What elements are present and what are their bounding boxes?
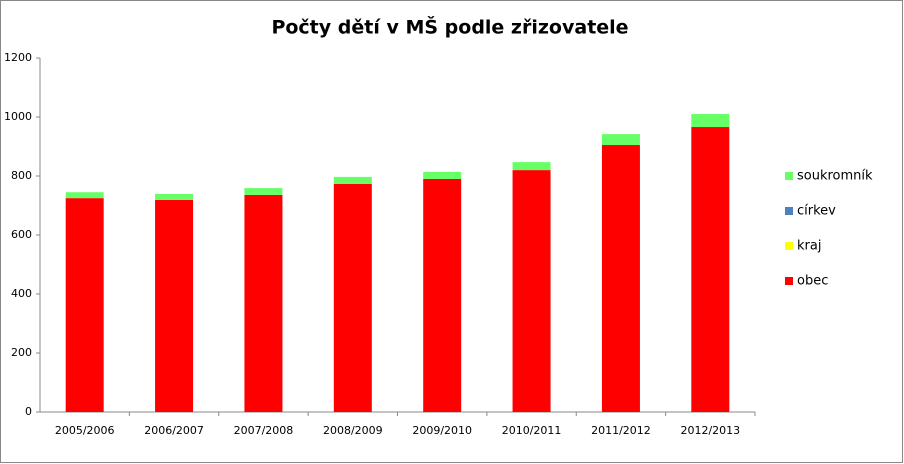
x-tick-label: 2010/2011 bbox=[502, 424, 562, 437]
y-tick-label: 800 bbox=[11, 169, 32, 182]
legend-label: soukromník bbox=[797, 169, 873, 184]
legend-swatch bbox=[785, 242, 793, 250]
bar-segment bbox=[244, 188, 283, 195]
legend-swatch bbox=[785, 207, 793, 215]
x-tick-label: 2011/2012 bbox=[591, 424, 651, 437]
legend-label: církev bbox=[797, 204, 836, 219]
bar-segment bbox=[333, 176, 372, 184]
bar-segment bbox=[244, 194, 283, 412]
bar-segment bbox=[512, 170, 551, 412]
y-tick-label: 400 bbox=[11, 287, 32, 300]
y-tick-label: 200 bbox=[11, 346, 32, 359]
legend-swatch bbox=[785, 172, 793, 180]
legend-swatch bbox=[785, 277, 793, 285]
bar-segment bbox=[691, 127, 730, 412]
bar-segment bbox=[155, 193, 194, 200]
bar-segment bbox=[333, 183, 372, 412]
x-tick-label: 2008/2009 bbox=[323, 424, 383, 437]
bar-segment bbox=[65, 198, 104, 412]
y-tick-label: 1000 bbox=[4, 110, 32, 123]
bar-segment bbox=[601, 134, 640, 146]
chart-title: Počty dětí v MŠ podle zřizovatele bbox=[271, 15, 628, 39]
x-tick-label: 2009/2010 bbox=[412, 424, 472, 437]
y-tick-label: 1200 bbox=[4, 51, 32, 64]
y-tick-label: 600 bbox=[11, 228, 32, 241]
bar-segment bbox=[423, 171, 462, 179]
bar-segment bbox=[65, 192, 104, 199]
bar-segment bbox=[155, 199, 194, 412]
x-tick-label: 2006/2007 bbox=[144, 424, 204, 437]
bar-segment bbox=[601, 145, 640, 412]
x-tick-label: 2007/2008 bbox=[234, 424, 294, 437]
legend-label: obec bbox=[797, 274, 828, 289]
y-tick-label: 0 bbox=[25, 405, 32, 418]
bar-segment bbox=[691, 114, 730, 128]
x-tick-label: 2012/2013 bbox=[680, 424, 740, 437]
x-tick-label: 2005/2006 bbox=[55, 424, 115, 437]
legend-label: kraj bbox=[797, 239, 821, 254]
bar-segment bbox=[423, 178, 462, 412]
bar-segment bbox=[512, 162, 551, 171]
